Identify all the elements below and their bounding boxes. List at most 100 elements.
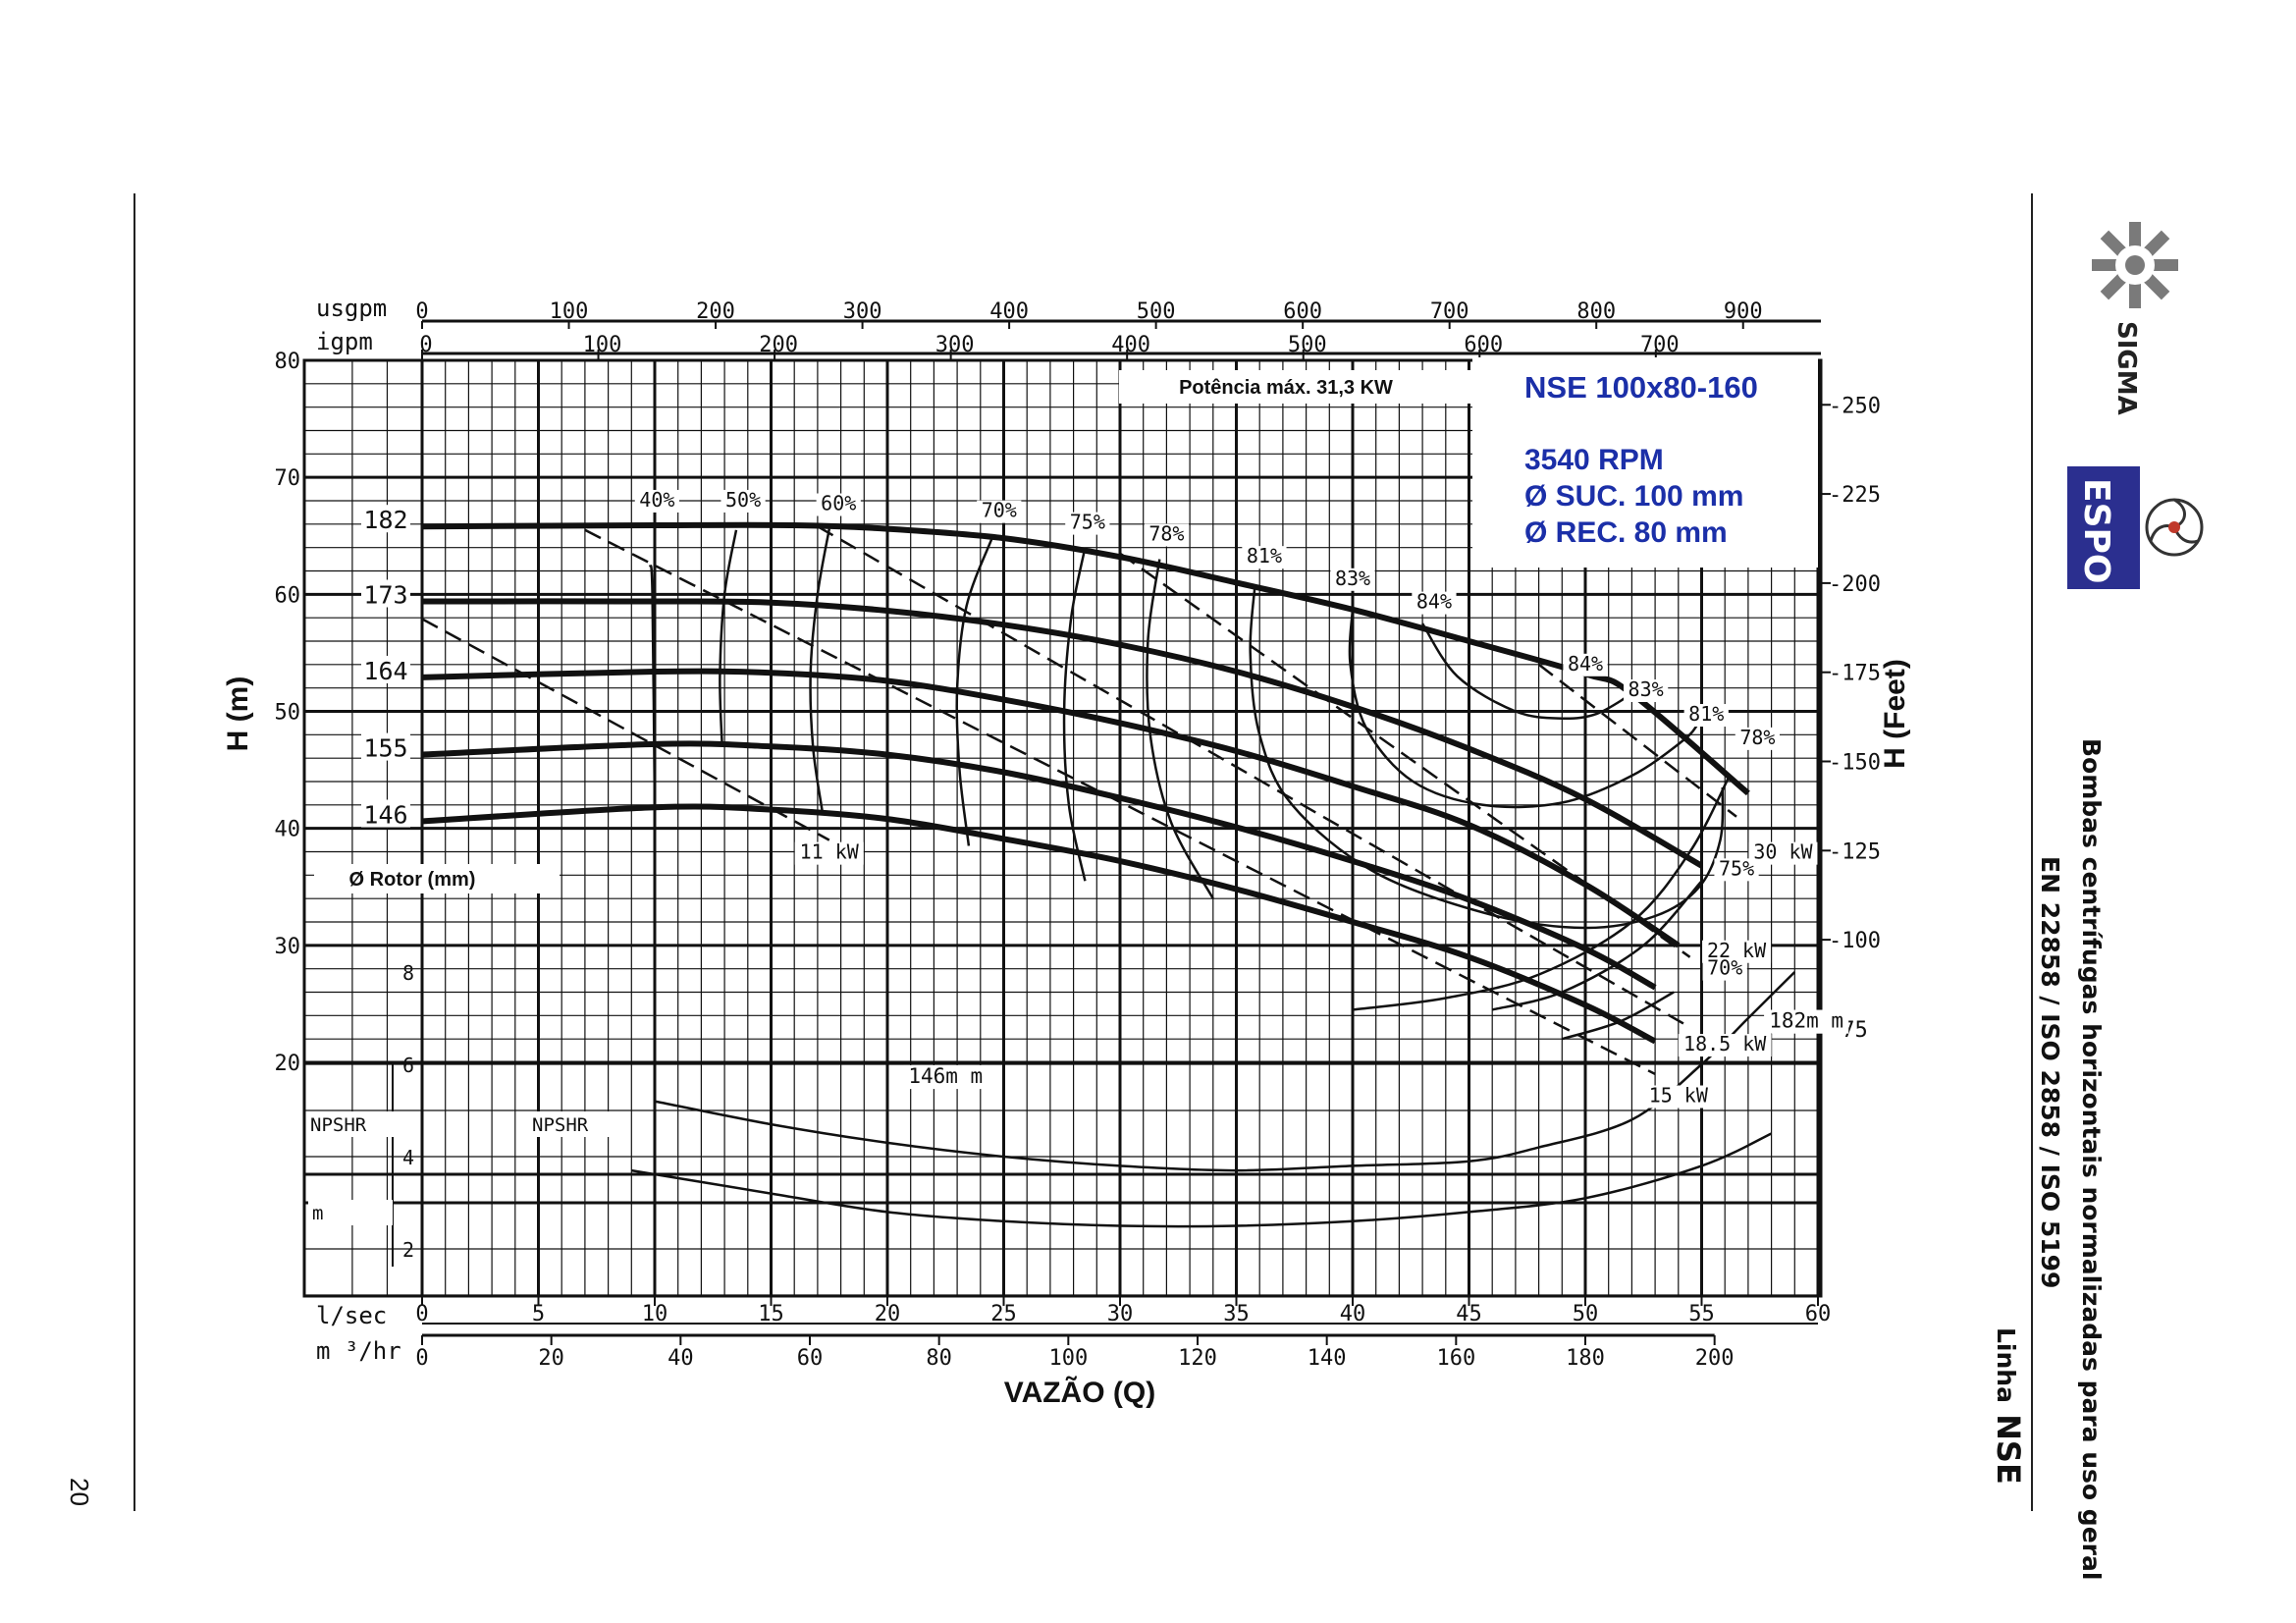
label-masks	[308, 489, 1849, 1225]
y-tick-label-left: 20	[275, 1052, 301, 1076]
x-tick-label-igpm: 700	[1640, 333, 1680, 357]
rotor-label-mask	[361, 732, 410, 761]
x-tick-label-m3hr: 180	[1566, 1346, 1605, 1371]
x-tick-label-lsec: 35	[1223, 1302, 1250, 1326]
power-label-mask	[794, 841, 864, 865]
x-tick-label-lsec: 55	[1688, 1302, 1715, 1326]
x-tick-label-m3hr: 100	[1048, 1346, 1088, 1371]
y-tick-label-left: 80	[275, 350, 301, 374]
npshr-label: NPSHR	[310, 1114, 367, 1136]
x-tick-label-lsec: 10	[642, 1302, 668, 1326]
efficiency-label: 70%	[1707, 956, 1742, 980]
sigma-logo-icon	[2092, 222, 2178, 308]
efficiency-curve-40	[649, 565, 657, 808]
npsh-tick-label: 8	[402, 961, 414, 985]
efficiency-label: 75%	[1070, 511, 1105, 534]
x-tick-label-usgpm: 300	[843, 299, 882, 324]
power-line-185kW	[817, 525, 1691, 1029]
efficiency-curve-70	[955, 537, 993, 846]
espo-swirl-icon	[2145, 498, 2204, 557]
x-tick-label-igpm: 200	[759, 333, 798, 357]
chart-grid	[302, 358, 1823, 1298]
power-label-mask	[1643, 1085, 1713, 1109]
suction-label: Ø SUC. 100 mm	[1524, 480, 1743, 513]
x-tick-label-m3hr: 80	[926, 1346, 952, 1371]
y-tick-label-feet: -100	[1829, 929, 1881, 953]
y-tick-label-feet: -125	[1829, 839, 1881, 864]
y-tick-label-feet: -225	[1829, 483, 1881, 508]
power-label: 11 kW	[800, 840, 860, 864]
espo-logo-text: ESPO	[2076, 478, 2116, 584]
x-tick-label-igpm: 100	[583, 333, 622, 357]
efficiency-curve-78lower	[1352, 775, 1732, 1011]
x-tick-label-usgpm: 200	[696, 299, 735, 324]
efficiency-curve-83	[1348, 608, 1698, 809]
npshr-unit-label: m	[312, 1203, 323, 1224]
efficiency-label: 50%	[725, 488, 761, 512]
model-title: NSE 100x80-160	[1524, 370, 1758, 405]
efficiency-curve-84	[1421, 622, 1633, 721]
x-tick-label-lsec: 50	[1573, 1302, 1599, 1326]
efficiency-label-mask	[1683, 704, 1729, 728]
y-axis-title-left: H (m)	[222, 676, 254, 752]
x-tick-label-usgpm: 900	[1724, 299, 1763, 324]
x-tick-label-m3hr: 40	[667, 1346, 694, 1371]
efficiency-curve-75lower	[1491, 880, 1703, 1011]
x-tick-label-usgpm: 0	[415, 299, 428, 324]
chart-labels: 40% 50% 60% 70% 75% 78% 81% 83% 84% 84% 83% 81% 78% 7…	[310, 488, 1843, 1224]
y-axis-title-right: H (Feet)	[1879, 659, 1911, 769]
rotor-label: Ø Rotor (mm)	[349, 869, 476, 891]
page-number: 20	[65, 1478, 94, 1506]
head-curve-173	[421, 598, 1703, 869]
efficiency-label: 78%	[1739, 726, 1775, 749]
x-tick-label-usgpm: 800	[1576, 299, 1616, 324]
side-title-model: NSE	[1990, 1414, 2027, 1485]
npshr-unit-mask	[308, 1200, 393, 1225]
x-tick-label-usgpm: 500	[1137, 299, 1176, 324]
x-tick-label-lsec: 45	[1456, 1302, 1482, 1326]
power-label: 30 kW	[1753, 840, 1813, 864]
efficiency-label-mask	[1735, 727, 1780, 750]
power-label: 15 kW	[1649, 1084, 1709, 1108]
sigma-logo-text: SIGMA	[2111, 321, 2141, 415]
npshr-curve-146mm	[631, 1132, 1773, 1228]
rotor-label-mask	[361, 505, 410, 533]
discharge-label: Ø REC. 80 mm	[1524, 516, 1728, 549]
right-rule	[2031, 193, 2033, 1511]
x-tick-label-igpm: 600	[1464, 333, 1503, 357]
rotor-label-155: 155	[363, 734, 407, 763]
x-tick-label-m3hr: 60	[797, 1346, 824, 1371]
x-tick-label-m3hr: 120	[1178, 1346, 1217, 1371]
x-tick-label-m3hr: 0	[415, 1346, 428, 1371]
x-tick-label-m3hr: 200	[1695, 1346, 1735, 1371]
power-label: 22 kW	[1707, 939, 1767, 962]
x-tick-label-m3hr: 160	[1436, 1346, 1475, 1371]
x-tick-label-usgpm: 700	[1430, 299, 1469, 324]
x-tick-label-lsec: 5	[532, 1302, 545, 1326]
efficiency-curve-78	[1146, 559, 1214, 899]
npshr-curve-182mm	[654, 971, 1796, 1172]
npshr-curve-label-mask	[1764, 1009, 1849, 1034]
head-curve-155	[421, 740, 1657, 991]
efficiency-label: 83%	[1335, 567, 1370, 590]
x-axis-unit-m3hr: m ³/hr	[316, 1337, 401, 1365]
x-tick-label-lsec: 40	[1340, 1302, 1366, 1326]
power-label: 18.5 kW	[1683, 1032, 1767, 1055]
side-title-prefix: Linha	[1992, 1327, 2020, 1403]
y-tick-label-left: 40	[275, 818, 301, 842]
efficiency-label: 84%	[1416, 590, 1452, 614]
y-tick-label-feet: -150	[1829, 751, 1881, 776]
espo-logo-box	[2067, 466, 2140, 589]
efficiency-curve-81	[1249, 584, 1725, 930]
x-tick-label-lsec: 25	[990, 1302, 1017, 1326]
rotor-label-mask	[361, 799, 410, 828]
x-tick-label-igpm: 400	[1111, 333, 1150, 357]
npshr-curve-label: 182m m	[1769, 1008, 1843, 1032]
left-rule	[133, 193, 135, 1511]
rotor-label-182: 182	[363, 506, 407, 534]
efficiency-label-mask	[634, 489, 679, 513]
power-line-30kW	[1537, 663, 1737, 818]
y-tick-label-feet: -200	[1829, 572, 1881, 597]
